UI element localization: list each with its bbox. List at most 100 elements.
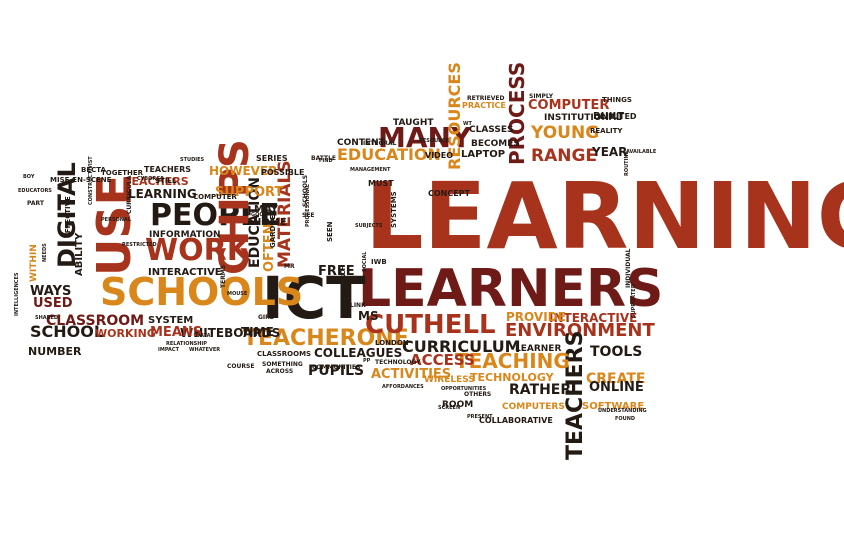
word-technology: TECHNOLOGY (470, 371, 555, 384)
word-means: MEANS (150, 325, 202, 340)
word-constructivist: CONSTRUCTIVIST (88, 156, 94, 205)
word-teachers: TEACHERS (124, 175, 189, 188)
word-many: MANY (378, 121, 472, 154)
word-link: LINK (350, 302, 366, 309)
word-built: BUILT (593, 111, 624, 122)
word-time: TIME (241, 325, 274, 339)
word-affordances: AFFORDANCES (382, 384, 424, 390)
word-ability: ABILITY (74, 232, 85, 276)
word-limited: LIMITED (600, 112, 637, 121)
word-teacherone: TEACHERONE (243, 326, 409, 351)
word-routine: ROUTINE (624, 150, 630, 176)
word-girl: GIRL (258, 314, 274, 321)
word-data: DATA (196, 333, 211, 339)
word-support: SUPPORT (215, 185, 283, 200)
word-social: SOCIAL (362, 251, 368, 272)
word-curricula: CURRICULA (126, 175, 133, 214)
word-ways: WAYS (30, 284, 71, 299)
word-educators: EDUCATORS (18, 188, 52, 194)
word-young: YOUNG (530, 123, 599, 143)
word-tools: TOOLS (590, 344, 642, 360)
word-digital: DIGITAL (53, 162, 81, 268)
word-good: GOOD (251, 212, 268, 218)
word-boy: BOY (23, 174, 35, 180)
word-wireless: WIRELESS (424, 375, 475, 385)
word-effective: EFFECTIVE (64, 196, 72, 238)
word-personal: PERSONAL (101, 217, 132, 223)
word-resources: RESOURCES (445, 62, 464, 170)
word-still: STILL (155, 177, 177, 185)
word-interactive: INTERACTIVE (549, 311, 637, 325)
word-understanding: UNDERSTANDING (598, 408, 647, 414)
word-number: NUMBER (28, 345, 82, 358)
word-within: WITHIN (29, 244, 39, 282)
word-classrooms: CLASSROOMS (257, 350, 311, 358)
word-online: ONLINE (589, 380, 644, 395)
word-ms: MS (358, 309, 379, 323)
word-collaborative: COLLABORATIVE (479, 416, 553, 425)
word-something: SOMETHING (262, 361, 303, 368)
word-schools: SCHOOLS (100, 270, 303, 314)
word-used: USED (33, 296, 73, 311)
word-rather: RATHER (509, 382, 571, 398)
word-intelligences: INTELLIGENCES (14, 272, 20, 316)
word-reality: REALITY (590, 127, 623, 135)
word-terms: TERMS (220, 265, 227, 288)
word-restricted: RESTRICTED (122, 242, 157, 248)
word-subjects: SUBJECTS (355, 223, 383, 229)
word-together: TOGETHER (101, 169, 144, 177)
word-computer: COMPUTER (528, 98, 609, 113)
word-communities: COMMUNITIES (312, 364, 360, 371)
word-london: LONDON (375, 339, 409, 347)
word-found: FOUND (615, 416, 635, 422)
word-retrieved: RETRIEVED (467, 95, 505, 102)
word-home: HOME (253, 217, 287, 228)
word-series: SERIES (256, 154, 288, 163)
word-activities: ACTIVITIES (371, 367, 451, 382)
word-institutional: INSTITUTIONAL (544, 113, 622, 123)
word-people: PEOPLE (150, 198, 280, 233)
word-use: USE (87, 174, 141, 276)
word-schools: SCHOOLS (302, 175, 309, 207)
word-resource: RESOURCE (419, 138, 450, 144)
word-access: ACCESS (410, 351, 475, 369)
word-laptop: LAPTOP (461, 149, 505, 160)
word-whatever: WHATEVER (189, 347, 220, 353)
word-range: RANGE (531, 146, 597, 166)
word-cuthell: CUTHELL (365, 310, 496, 340)
word-battle: BATTLE (311, 155, 336, 162)
word-wt: WT (463, 121, 473, 127)
word-materials: MATERIALS (275, 160, 295, 268)
word-work: WORK (145, 233, 252, 268)
word-studies: STUDIES (180, 157, 204, 163)
word-provide: PROVIDE (506, 310, 566, 324)
word-software: SOFTWARE (582, 401, 644, 412)
word-see: SEE (302, 212, 315, 219)
word-must: MUST (368, 179, 394, 188)
word-simply: SIMPLY (529, 93, 554, 100)
word-iwb: IWB (371, 258, 387, 266)
word-computers: COMPUTERS (502, 402, 565, 412)
word-part: PART (27, 200, 45, 207)
word-available: AVAILABLE (626, 149, 657, 155)
word-environment: ENVIRONMENT (505, 320, 655, 341)
word-screen: SCREEN (438, 405, 460, 411)
word-education: EDUCATION (247, 177, 263, 268)
word-seen: SEEN (326, 221, 334, 242)
word-integral: INTEGRAL (363, 140, 397, 147)
word-shared: SHARED (35, 315, 58, 321)
word-learning: LEARNING (365, 163, 844, 270)
word-however: HOWEVER (209, 164, 277, 178)
word-technology: TECHNOLOGY (375, 359, 421, 366)
word-concept: CONCEPT (428, 189, 471, 198)
word-relationship: RELATIONSHIP (166, 341, 207, 347)
word-chips: CHIPS (212, 139, 258, 275)
word-becomes: BECOMES (471, 139, 520, 149)
word-learners: LEARNERS (358, 259, 663, 319)
word-systems: SYSTEMS (390, 191, 398, 228)
word-classes: CLASSES (469, 125, 514, 135)
word-education: EDUCATION (337, 145, 441, 164)
word-professional: PROFESSIONAL (305, 183, 311, 227)
word-becta: BECTA (81, 166, 106, 174)
